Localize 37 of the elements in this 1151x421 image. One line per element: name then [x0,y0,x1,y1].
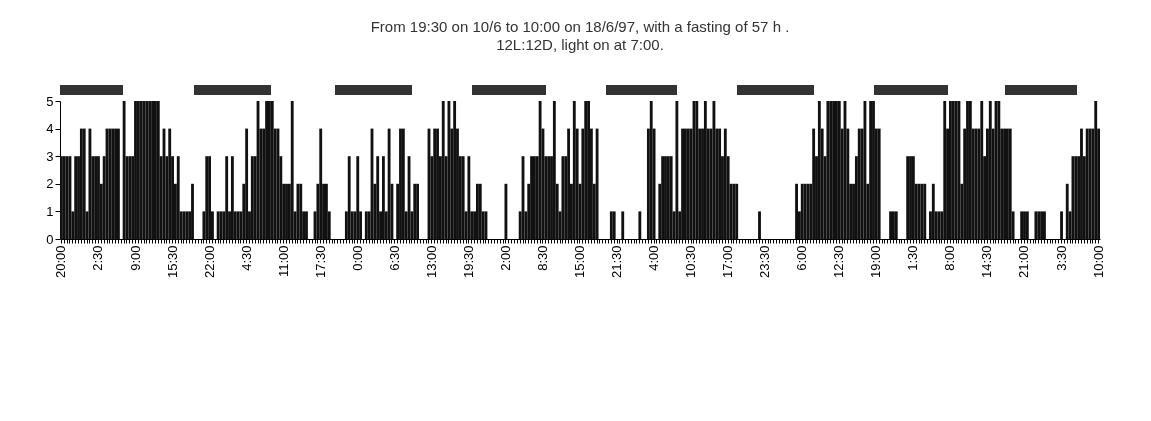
x-tick-label: 15:00 [572,245,587,279]
x-tick-label: 17:00 [720,245,736,279]
chart-title: From 19:30 on 10/6 to 10:00 on 18/6/97, with a fasting of 57 h . [370,18,790,35]
x-tick-label: 0:00 [349,245,365,271]
y-tick-label: 2 [46,176,54,192]
x-tick-label: 22:00 [201,245,217,279]
chart-subtitle: 12L:12D, light on at 7:00. [496,36,664,53]
x-tick-label: 4:30 [238,245,254,271]
x-tick-label: 3:30 [1053,245,1069,271]
y-tick-label: 3 [46,148,54,164]
x-tick-label: 19:00 [868,245,884,279]
x-tick-label: 20:00 [53,245,69,279]
x-tick-label: 10:00 [1090,245,1106,279]
x-tick-label: 21:00 [1016,245,1032,279]
x-tick-label: 8:00 [942,245,958,271]
x-tick-label: 4:00 [646,245,662,271]
x-tick-label: 23:30 [757,245,773,279]
x-tick-label: 19:30 [460,245,476,279]
x-tick-label: 12:30 [831,245,847,279]
x-tick-label: 15:30 [164,245,180,279]
x-tick-label: 10:30 [683,245,699,279]
x-tick-label: 2:30 [90,245,106,271]
x-tick-label: 11:00 [275,245,291,278]
x-tick-label: 13:00 [423,245,439,279]
x-tick-label: 9:00 [127,245,143,271]
x-tick-label: 2:00 [497,245,513,271]
x-tick-label: 14:30 [979,245,995,279]
x-tick-label: 17:30 [312,245,328,279]
x-tick-label: 1:30 [905,245,921,271]
x-tick-label: 6:30 [386,245,402,271]
y-tick-label: 4 [46,121,54,137]
x-tick-label: 8:30 [534,245,550,271]
y-tick-label: 0 [46,231,54,247]
y-tick-label: 5 [46,93,54,109]
x-tick-label: 6:00 [794,245,810,271]
y-tick-label: 1 [46,203,54,219]
x-tick-label: 21:30 [609,245,625,279]
